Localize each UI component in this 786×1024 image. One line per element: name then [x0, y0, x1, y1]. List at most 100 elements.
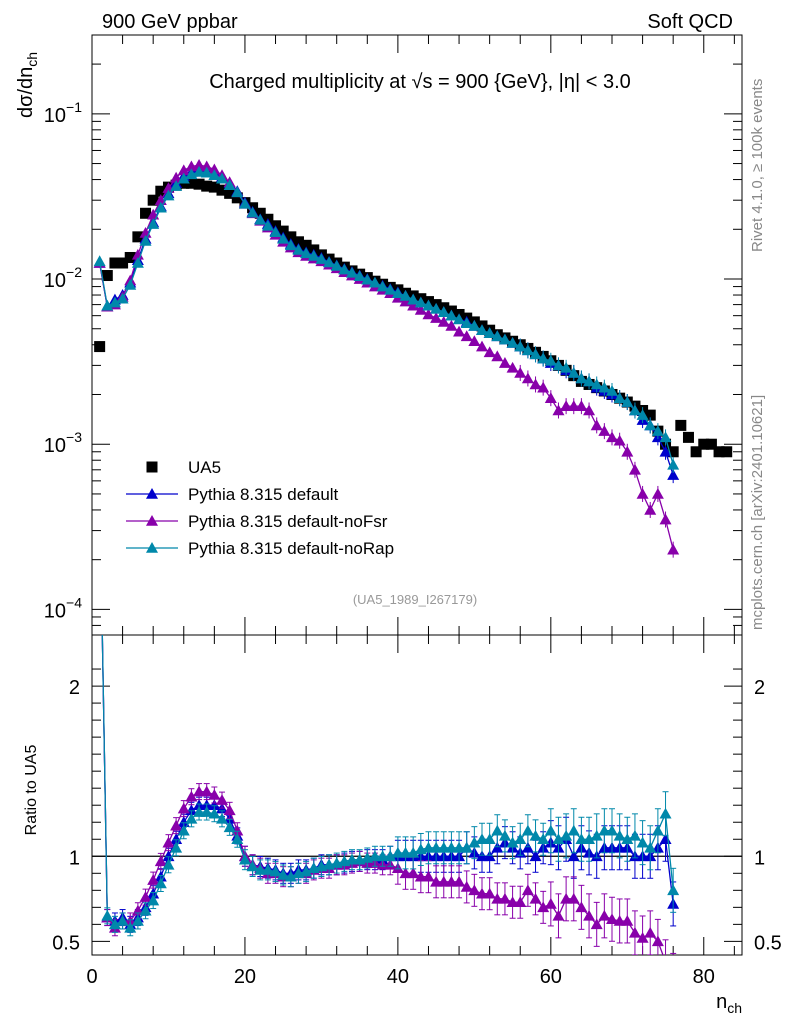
ratio-point: [231, 824, 244, 836]
ratio-y-tick-label-left: 1: [69, 847, 80, 869]
ratio-point: [498, 892, 511, 904]
ratio-point: [514, 833, 527, 845]
data-point: [476, 340, 488, 352]
data-point: [94, 341, 106, 353]
data-point: [628, 463, 641, 475]
data-point: [445, 309, 458, 321]
ratio-point: [445, 841, 458, 853]
ratio-point: [613, 914, 626, 926]
data-point: [193, 158, 206, 170]
legend-marker-noRap: [146, 542, 158, 553]
data-point: [552, 359, 565, 371]
data-point: [116, 292, 129, 304]
main-title: Charged multiplicity at √s = 900 {GeV}, …: [209, 71, 631, 93]
data-point: [361, 273, 374, 285]
ratio-point: [223, 804, 236, 816]
data-point: [651, 487, 664, 499]
data-point: [154, 201, 167, 213]
data-point: [330, 259, 343, 271]
data-point: [453, 325, 466, 337]
data-point: [399, 289, 412, 301]
data-point: [368, 276, 381, 288]
data-point: [131, 248, 144, 260]
data-point: [246, 206, 259, 218]
ratio-point: [139, 904, 152, 916]
data-point: [468, 335, 481, 347]
ratio-point: [644, 926, 657, 938]
data-point: [544, 392, 557, 403]
ratio-point: [651, 935, 664, 947]
data-point: [491, 330, 504, 342]
ratio-point: [460, 841, 473, 853]
data-point: [498, 333, 511, 345]
data-point: [101, 270, 113, 282]
data-point: [300, 239, 312, 251]
data-point: [437, 315, 450, 327]
data-point: [200, 166, 213, 178]
ratio-point: [613, 829, 626, 841]
data-point: [621, 396, 634, 407]
data-point: [636, 409, 649, 420]
ratio-point: [162, 836, 175, 848]
data-point: [644, 503, 657, 515]
ratio-point: [108, 918, 121, 930]
data-point: [514, 366, 527, 378]
data-point: [514, 340, 527, 352]
data-point: [483, 346, 496, 358]
data-point: [147, 194, 159, 206]
ratio-point: [269, 865, 282, 877]
ratio-point: [200, 785, 213, 797]
ratio-point: [437, 841, 450, 853]
header-left: 900 GeV ppbar: [102, 11, 238, 33]
data-point: [277, 225, 289, 237]
data-point: [292, 236, 304, 248]
data-point: [437, 306, 450, 317]
ratio-point: [407, 867, 420, 879]
x-tick-label: 40: [387, 966, 409, 988]
ratio-point: [544, 897, 557, 909]
ratio-point: [521, 884, 534, 896]
main-y-tick-label: 10−2: [44, 264, 82, 292]
x-tick-label: 60: [540, 966, 562, 988]
data-point: [124, 278, 137, 290]
main-y-tick-label: 10−3: [44, 429, 82, 457]
ratio-point: [376, 850, 389, 862]
ratio-point: [644, 841, 657, 853]
ratio-data-marks: [101, 635, 680, 955]
legend-label-default: Pythia 8.315 default: [188, 485, 339, 504]
data-point: [606, 384, 618, 396]
ratio-point: [414, 870, 427, 882]
ratio-point: [491, 892, 504, 904]
ratio-point: [567, 850, 580, 862]
header-right: Soft QCD: [647, 11, 733, 33]
x-tick-label: 0: [86, 966, 97, 988]
data-point: [506, 361, 519, 373]
mcplots-label: mcplots.cern.ch [arXiv:2401.10621]: [749, 395, 766, 630]
data-point: [667, 543, 680, 555]
data-point: [460, 317, 473, 329]
ratio-series-noFsr: [101, 635, 677, 955]
data-point: [216, 184, 228, 196]
data-point: [155, 185, 167, 197]
ratio-point: [567, 824, 580, 836]
data-point: [323, 256, 336, 268]
ratio-point: [483, 833, 496, 845]
data-point: [208, 181, 220, 193]
ratio-point: [552, 833, 565, 845]
data-point: [521, 344, 534, 356]
data-point: [292, 243, 305, 255]
ratio-point: [598, 824, 611, 836]
ratio-point: [200, 806, 213, 817]
ratio-point: [177, 824, 190, 836]
ratio-point: [170, 841, 183, 853]
legend-marker-default: [146, 488, 158, 499]
ratio-point: [384, 850, 397, 862]
data-point: [567, 366, 580, 378]
x-axis-label: nch: [716, 991, 742, 1016]
data-point: [698, 438, 710, 450]
ratio-point: [506, 896, 519, 908]
legend-label-noRap: Pythia 8.315 default-noRap: [188, 539, 394, 558]
ratio-point: [476, 887, 488, 899]
series-data: [94, 177, 733, 458]
data-point: [460, 330, 473, 342]
